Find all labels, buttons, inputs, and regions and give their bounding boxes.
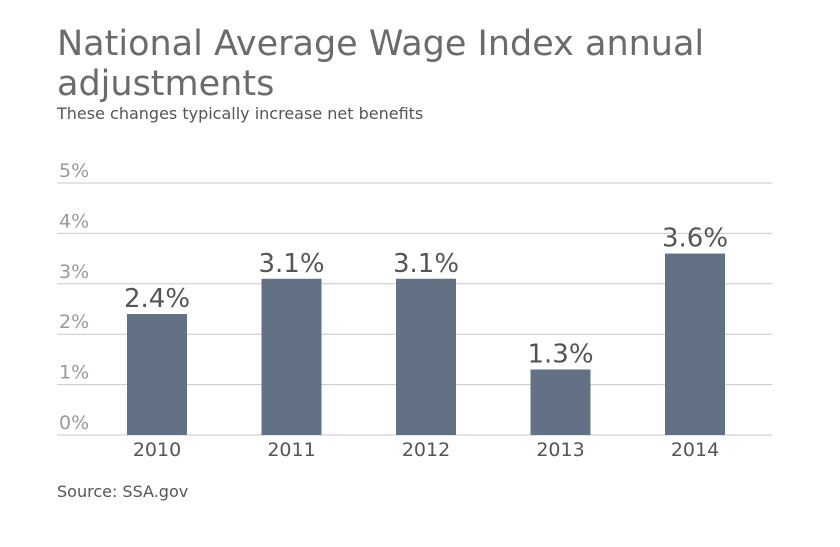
data-label: 2.4% [124, 284, 190, 314]
x-tick-label: 2012 [402, 439, 450, 461]
y-tick-label: 0% [59, 412, 89, 434]
y-tick-label: 4% [59, 210, 89, 232]
bar [396, 278, 456, 435]
bar [530, 369, 591, 435]
x-tick-label: 2010 [133, 439, 181, 461]
data-label: 3.6% [662, 224, 728, 254]
y-tick-label: 5% [59, 160, 89, 182]
data-label: 3.1% [393, 249, 459, 279]
bar [665, 253, 725, 435]
y-tick-label: 2% [59, 311, 89, 333]
x-tick-label: 2013 [536, 439, 584, 461]
chart-subtitle: These changes typically increase net ben… [57, 104, 424, 123]
x-tick-label: 2011 [267, 439, 315, 461]
x-tick-label: 2014 [671, 439, 719, 461]
y-tick-label: 1% [59, 362, 89, 384]
bar [261, 278, 322, 435]
y-tick-label: 3% [59, 261, 89, 283]
bar [127, 314, 187, 435]
data-label: 3.1% [258, 249, 324, 279]
source-note: Source: SSA.gov [57, 482, 189, 501]
data-label: 1.3% [527, 339, 593, 369]
chart-title: National Average Wage Index annual adjus… [57, 24, 705, 104]
